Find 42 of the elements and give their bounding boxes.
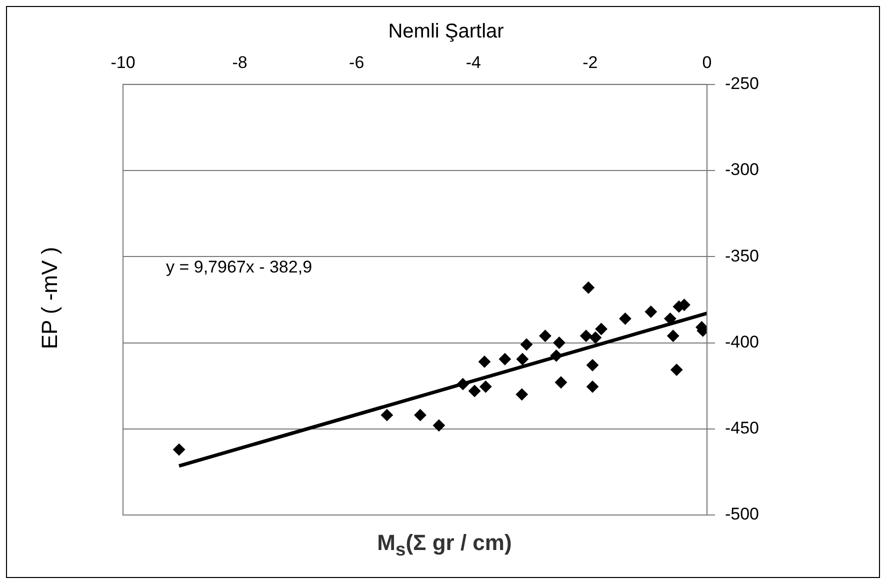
point [580,330,592,342]
y-tick-label: -450 [724,418,760,438]
point [456,378,469,390]
point [498,353,511,366]
y-tick-label: -300 [724,160,760,180]
point [589,332,602,344]
point [619,312,632,325]
chart-title: Nemli Şartlar [388,20,504,43]
point [380,409,393,422]
x-tick-label: -10 [110,52,136,72]
x-tick-label: -8 [232,52,248,72]
point [586,380,599,393]
point [480,380,492,393]
x-tick-label: -6 [349,52,364,72]
x-tick-label: -4 [466,52,481,72]
point [553,336,566,349]
point [667,330,680,342]
y-tick-label: -500 [724,504,760,524]
point [516,353,528,366]
point [550,350,562,362]
annotation: y = 9,7967x - 382,9 [166,257,312,276]
x-axis-title: M$_{s}$(Σ gr / cm) [376,530,513,560]
point [432,419,445,432]
point [520,338,533,350]
point [478,356,490,368]
y-tick-label: -350 [724,246,760,266]
y-tick-label: -400 [724,332,760,352]
x-tick-label: 0 [702,52,712,72]
point [414,409,426,422]
x-tick-label: -2 [582,52,598,72]
y-axis-title: EP ( -mV ) [37,246,63,352]
point [539,330,552,342]
point [595,322,608,335]
point [554,376,567,388]
point [586,359,599,372]
point [582,282,594,294]
point [670,364,683,376]
y-tick-label: -250 [724,74,760,94]
point [516,388,528,400]
point [644,306,657,318]
point [173,444,186,456]
point [468,384,481,397]
